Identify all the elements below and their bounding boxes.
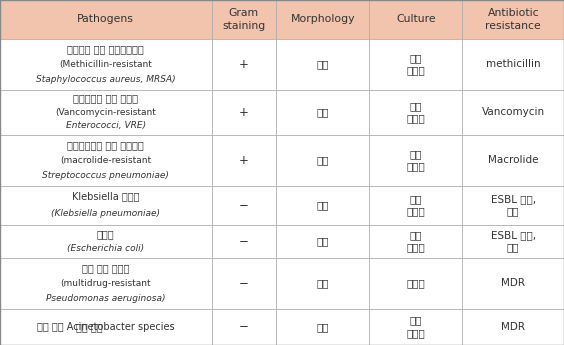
- Bar: [0, 225, 212, 258]
- Bar: [212, 135, 276, 186]
- Bar: [369, 135, 462, 186]
- Text: ESBL 생성,
축적: ESBL 생성, 축적: [491, 194, 536, 217]
- Bar: [276, 90, 369, 135]
- Text: +: +: [239, 154, 249, 167]
- Bar: [212, 186, 276, 225]
- Text: −: −: [239, 235, 249, 248]
- Text: (Methicillin-resistant: (Methicillin-resistant: [59, 60, 152, 69]
- Text: MDR: MDR: [501, 278, 525, 288]
- Bar: [369, 309, 462, 345]
- Bar: [369, 225, 462, 258]
- Text: MDR: MDR: [501, 322, 525, 332]
- Bar: [276, 225, 369, 258]
- Text: 반코마이신 내성 장알균: 반코마이신 내성 장알균: [73, 94, 138, 104]
- Text: Gram
staining: Gram staining: [222, 8, 266, 30]
- Text: +: +: [239, 106, 249, 119]
- Text: Vancomycin: Vancomycin: [482, 107, 545, 117]
- Text: 메티실린 내성 황색포도알균: 메티실린 내성 황색포도알균: [67, 44, 144, 54]
- Text: Pathogens: Pathogens: [77, 14, 134, 24]
- Bar: [369, 0, 462, 39]
- Bar: [0, 90, 212, 135]
- Bar: [369, 258, 462, 309]
- Bar: [369, 186, 462, 225]
- Text: −: −: [239, 321, 249, 333]
- Bar: [0, 186, 212, 225]
- Text: 대장균: 대장균: [97, 229, 114, 239]
- Text: 다제 내성: 다제 내성: [76, 322, 106, 332]
- Text: 통성
혐기성: 통성 혐기성: [407, 53, 425, 76]
- Text: (Escherichia coli): (Escherichia coli): [67, 244, 144, 253]
- Bar: [462, 186, 564, 225]
- Bar: [276, 258, 369, 309]
- Text: Antibiotic
resistance: Antibiotic resistance: [486, 8, 541, 30]
- Bar: [369, 39, 462, 90]
- Bar: [0, 39, 212, 90]
- Bar: [0, 258, 212, 309]
- Text: 통성
혐기성: 통성 혐기성: [407, 149, 425, 171]
- Text: 마크로라이드 내성 폐렴알균: 마크로라이드 내성 폐렴알균: [67, 140, 144, 150]
- Text: +: +: [239, 58, 249, 71]
- Text: 다제 내성 ​Acinetobacter​ species: 다제 내성 ​Acinetobacter​ species: [37, 322, 175, 332]
- Text: Staphylococcus aureus, MRSA): Staphylococcus aureus, MRSA): [36, 75, 175, 84]
- Text: Pseudomonas aeruginosa): Pseudomonas aeruginosa): [46, 294, 165, 303]
- Text: (Vancomycin-resistant: (Vancomycin-resistant: [55, 108, 156, 117]
- Text: 구균: 구균: [316, 107, 329, 117]
- Bar: [212, 0, 276, 39]
- Text: 간균: 간균: [316, 278, 329, 288]
- Bar: [462, 0, 564, 39]
- Text: 간균: 간균: [316, 200, 329, 210]
- Text: 간균: 간균: [316, 236, 329, 246]
- Text: 통성
혐기성: 통성 혐기성: [407, 101, 425, 124]
- Bar: [212, 225, 276, 258]
- Bar: [276, 186, 369, 225]
- Bar: [462, 39, 564, 90]
- Text: Streptococcus pneumoniae): Streptococcus pneumoniae): [42, 171, 169, 180]
- Text: ESBL 생성,
축적: ESBL 생성, 축적: [491, 230, 536, 253]
- Bar: [369, 90, 462, 135]
- Text: Morphology: Morphology: [290, 14, 355, 24]
- Text: (Klebsiella pneumoniae): (Klebsiella pneumoniae): [51, 209, 160, 218]
- Bar: [212, 90, 276, 135]
- Text: Culture: Culture: [396, 14, 436, 24]
- Bar: [212, 309, 276, 345]
- Text: −: −: [239, 199, 249, 211]
- Bar: [0, 135, 212, 186]
- Text: 구균: 구균: [316, 59, 329, 69]
- Text: methicillin: methicillin: [486, 59, 540, 69]
- Bar: [276, 0, 369, 39]
- Bar: [462, 225, 564, 258]
- Bar: [212, 39, 276, 90]
- Text: 절대
호기성: 절대 호기성: [407, 315, 425, 338]
- Text: 간균: 간균: [316, 322, 329, 332]
- Bar: [0, 0, 212, 39]
- Text: (macrolide-resistant: (macrolide-resistant: [60, 156, 151, 165]
- Bar: [462, 135, 564, 186]
- Text: 호기성: 호기성: [407, 278, 425, 288]
- Bar: [462, 258, 564, 309]
- Text: Macrolide: Macrolide: [488, 155, 539, 165]
- Text: 구균: 구균: [316, 155, 329, 165]
- Text: Klebsiella 폐렴균: Klebsiella 폐렴균: [72, 191, 139, 201]
- Bar: [276, 135, 369, 186]
- Text: 통성
혐기성: 통성 혐기성: [407, 230, 425, 253]
- Text: (multidrug-resistant: (multidrug-resistant: [60, 279, 151, 288]
- Text: 통성
혐기성: 통성 혐기성: [407, 194, 425, 217]
- Bar: [462, 90, 564, 135]
- Bar: [212, 258, 276, 309]
- Text: −: −: [239, 277, 249, 290]
- Bar: [276, 39, 369, 90]
- Bar: [462, 309, 564, 345]
- Bar: [0, 309, 212, 345]
- Text: Enterococci, VRE): Enterococci, VRE): [65, 121, 146, 130]
- Bar: [276, 309, 369, 345]
- Text: 다제 내성 녹농균: 다제 내성 녹농균: [82, 263, 129, 273]
